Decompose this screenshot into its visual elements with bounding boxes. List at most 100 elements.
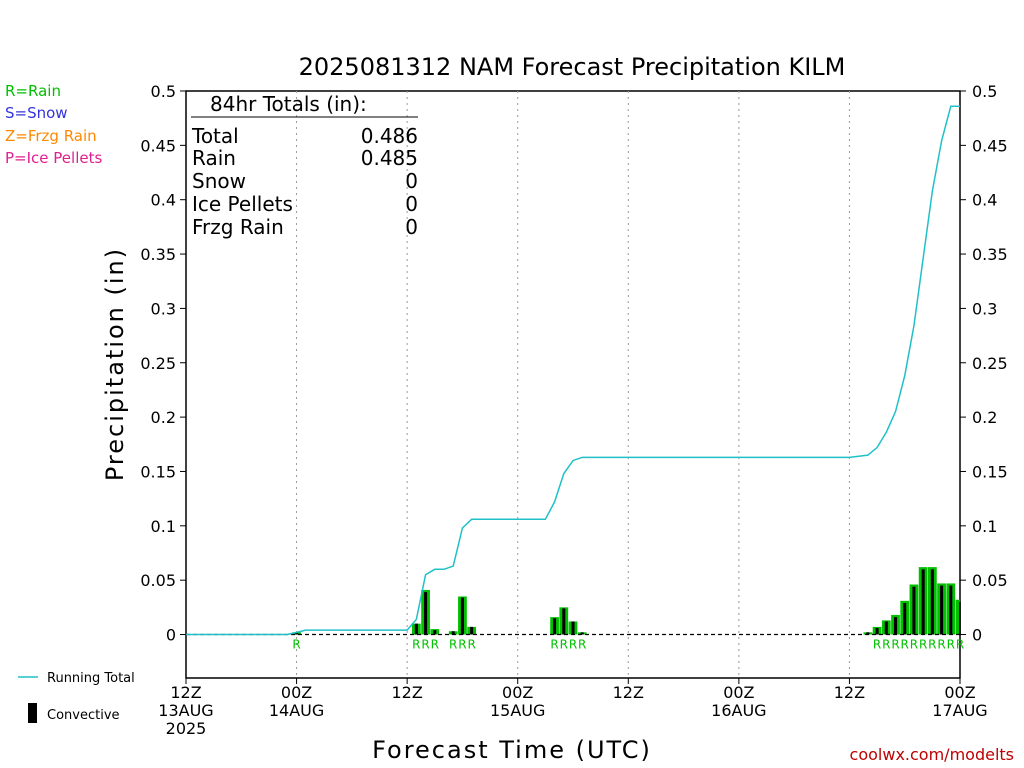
precip-type-marker: R [569, 638, 577, 652]
precip-type-marker: R [412, 638, 420, 652]
x-axis-title: Forecast Time (UTC) [372, 736, 652, 764]
legend-ice-pellets: P=Ice Pellets [5, 149, 102, 167]
x-tick-label: 12Z [613, 683, 644, 702]
totals-value-snow: 0 [405, 169, 418, 193]
totals-value-frzg-rain: 0 [405, 215, 418, 239]
y-axis-title: Precipitation (in) [101, 247, 129, 481]
convective-bar [884, 621, 888, 635]
precip-type-marker: R [560, 638, 568, 652]
y-tick-label: 0 [166, 626, 176, 645]
precip-type-marker: R [882, 638, 890, 652]
precip-bar [955, 599, 960, 635]
precip-type-marker: R [937, 638, 945, 652]
precip-type-marker: R [458, 638, 466, 652]
x-tick-label: 12Z [834, 683, 865, 702]
convective-bar [940, 585, 944, 635]
convective-bar [451, 631, 455, 635]
y-tick-label: 0.5 [151, 82, 176, 101]
convective-bar [875, 627, 879, 635]
precip-type-marker: R [956, 638, 964, 652]
x-tick-label: 14AUG [269, 701, 324, 720]
x-tick-label: 12Z [170, 683, 201, 702]
series-legend: Running Total Convective [18, 671, 135, 723]
y-tick-label: 0.3 [151, 299, 176, 318]
grid-lines [296, 91, 850, 678]
precip-type-marker: R [873, 638, 881, 652]
precip-bars [292, 567, 961, 635]
y-tick-label: 0.2 [151, 408, 176, 427]
y-tick-label: 0.45 [972, 136, 1008, 155]
convective-bar [959, 601, 961, 635]
y-tick-label: 0.5 [972, 82, 997, 101]
convective-bar [553, 618, 557, 635]
running-total-line [186, 105, 960, 636]
y-tick-label: 0 [972, 626, 982, 645]
x-tick-label: 00Z [502, 683, 533, 702]
precip-type-marker: R [467, 638, 475, 652]
precip-type-marker: R [919, 638, 927, 652]
y-tick-label: 0.35 [140, 245, 176, 264]
precip-type-legend: R=Rain S=Snow Z=Frzg Rain P=Ice Pellets [5, 82, 102, 167]
totals-box: 84hr Totals (in): Total 0.486 Rain 0.485… [191, 92, 418, 239]
convective-bar [912, 586, 916, 635]
totals-label-frzg-rain: Frzg Rain [192, 215, 284, 239]
x-tick-label: 00Z [281, 683, 312, 702]
convective-bar [460, 597, 464, 635]
y-tick-label: 0.45 [140, 136, 176, 155]
y-axis-right: 0 0.05 0.1 0.15 0.2 0.25 0.3 0.35 0.4 0.45 0.5 [960, 82, 1008, 645]
totals-label-ice-pellets: Ice Pellets [192, 192, 293, 216]
totals-value-ice-pellets: 0 [405, 192, 418, 216]
y-tick-label: 0.35 [972, 245, 1008, 264]
x-tick-label: 15AUG [490, 701, 545, 720]
y-tick-label: 0.15 [140, 462, 176, 481]
legend-rain: R=Rain [5, 82, 61, 100]
precip-type-marker: R [550, 638, 558, 652]
convective-bar [295, 632, 299, 635]
chart-title: 2025081312 NAM Forecast Precipitation KI… [299, 53, 846, 81]
x-tick-label: 12Z [391, 683, 422, 702]
x-tick-label: 17AUG [932, 701, 987, 720]
convective-bar [866, 632, 870, 635]
convective-legend-swatch [28, 703, 37, 723]
x-tick-label: 00Z [944, 683, 975, 702]
convective-bar [571, 621, 575, 635]
y-tick-label: 0.2 [972, 408, 997, 427]
convective-bar [580, 632, 584, 635]
convective-bar [414, 623, 418, 635]
x-tick-label: 2025 [166, 719, 207, 738]
y-tick-label: 0.3 [972, 299, 997, 318]
y-tick-label: 0.4 [972, 191, 997, 210]
y-tick-label: 0.1 [972, 517, 997, 536]
convective-bar [903, 602, 907, 635]
x-tick-label: 13AUG [158, 701, 213, 720]
x-tick-label: 00Z [723, 683, 754, 702]
precip-type-marker: R [891, 638, 899, 652]
totals-value-rain: 0.485 [361, 146, 418, 170]
precip-type-marker: R [910, 638, 918, 652]
convective-bar [424, 592, 428, 635]
convective-bar [893, 617, 898, 635]
legend-frzg-rain: Z=Frzg Rain [5, 127, 97, 145]
precip-type-marker: R [901, 638, 909, 652]
precip-type-marker: R [928, 638, 936, 652]
precip-type-marker: R [431, 638, 439, 652]
y-tick-label: 0.05 [972, 571, 1008, 590]
x-tick-label: 16AUG [711, 701, 766, 720]
y-tick-label: 0.25 [972, 354, 1008, 373]
convective-bar [949, 585, 953, 635]
convective-bar [470, 626, 474, 635]
totals-label-total: Total [191, 124, 239, 148]
y-tick-label: 0.1 [151, 517, 176, 536]
precip-type-marker: R [421, 638, 429, 652]
convective-bar [433, 630, 437, 635]
convective-bar [930, 569, 934, 635]
y-axis-left: 0 0.05 0.1 0.15 0.2 0.25 0.3 0.35 0.4 0.45 0.5 [140, 82, 186, 645]
precip-type-marker: R [947, 638, 955, 652]
convective-bar [562, 608, 566, 635]
totals-header: 84hr Totals (in): [210, 92, 367, 116]
convective-legend-label: Convective [47, 708, 120, 723]
precip-type-marker: R [449, 638, 457, 652]
